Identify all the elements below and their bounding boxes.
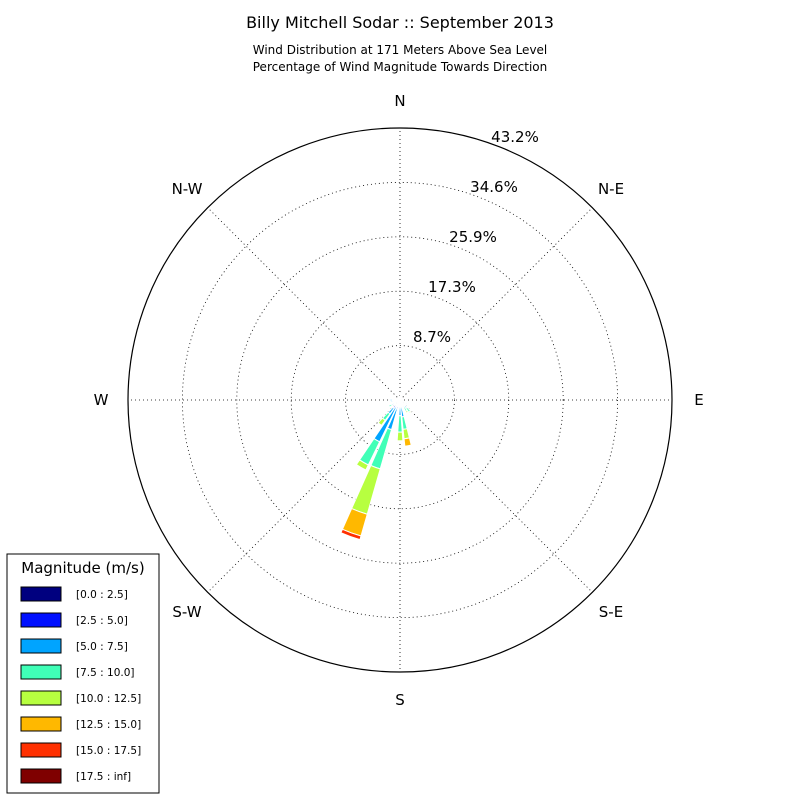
windrose-bar-segment — [401, 415, 408, 430]
radial-tick-labels: 8.7% 17.3% 25.9% 34.6% 43.2% — [413, 128, 539, 346]
windrose-bar-segment — [399, 396, 402, 400]
grid-ring — [181, 181, 619, 619]
grid-spoke — [207, 399, 401, 593]
radial-tick-label: 34.6% — [470, 178, 518, 196]
radial-tick-label: 17.3% — [428, 278, 476, 296]
windrose-bar-segment — [402, 428, 411, 440]
windrose-bar-segment — [399, 391, 403, 397]
grid-spoke — [399, 207, 593, 401]
legend-swatch — [20, 768, 62, 784]
windrose-bar-segment — [391, 398, 399, 402]
direction-label: N-E — [598, 180, 624, 198]
legend-label: [12.5 : 15.0] — [76, 719, 141, 731]
chart-subtitle-line-2: Percentage of Wind Magnitude Towards Dir… — [253, 60, 547, 74]
legend: Magnitude (m/s) [0.0 : 2.5] [2.5 : 5.0] [5… — [6, 553, 160, 794]
radial-tick-label: 25.9% — [449, 228, 497, 246]
legend-label: [17.5 : inf] — [76, 771, 131, 783]
windrose-bar-segment — [403, 437, 412, 447]
windrose-bar-segment — [408, 410, 413, 414]
grid-spoke — [399, 399, 593, 593]
windrose-bar-segment — [388, 403, 393, 408]
direction-label: E — [694, 391, 703, 409]
radial-tick-label: 43.2% — [491, 128, 539, 146]
windrose-bar-segment — [397, 415, 403, 433]
legend-label: [15.0 : 17.5] — [76, 745, 141, 757]
direction-label: W — [94, 391, 109, 409]
windrose-bar-segment — [398, 396, 401, 400]
windrose-bar-segment — [403, 401, 409, 406]
grid-ring — [345, 345, 455, 455]
legend-items: [0.0 : 2.5] [2.5 : 5.0] [5.0 : 7.5] [7.5 : … — [20, 586, 141, 784]
legend-label: [7.5 : 10.0] — [76, 667, 134, 679]
windrose-bar-segment — [389, 398, 394, 402]
direction-labels: N N-E E S-E S S-W W N-W — [94, 92, 704, 709]
windrose-bars — [340, 391, 413, 541]
polar-frame — [127, 127, 673, 673]
grid-ring — [236, 236, 564, 564]
windrose-bar-segment — [398, 404, 402, 417]
legend-title: Magnitude (m/s) — [21, 559, 144, 577]
polar-grid — [128, 128, 672, 672]
radial-tick-label: 8.7% — [413, 328, 451, 346]
legend-swatch — [20, 612, 62, 628]
legend-swatch — [20, 586, 62, 602]
legend-swatch — [20, 664, 62, 680]
windrose-bar-segment — [355, 463, 367, 472]
windrose-bar-segment — [350, 464, 381, 515]
legend-swatch — [20, 638, 62, 654]
legend-swatch — [20, 742, 62, 758]
direction-label: S — [395, 691, 405, 709]
chart-title: Billy Mitchell Sodar :: September 2013 — [246, 13, 554, 32]
direction-label: S-E — [599, 603, 623, 621]
legend-label: [5.0 : 7.5] — [76, 641, 128, 653]
direction-label: N-W — [172, 180, 203, 198]
grid-spoke — [207, 207, 401, 401]
direction-label: S-W — [172, 603, 201, 621]
windrose-bar-segment — [340, 528, 362, 541]
legend-swatch — [20, 716, 62, 732]
legend-swatch — [20, 690, 62, 706]
legend-label: [10.0 : 12.5] — [76, 693, 141, 705]
direction-label: N — [394, 92, 405, 110]
windrose-bar-segment — [396, 431, 404, 442]
windrose-bar-segment — [377, 417, 386, 427]
windrose-bar-segment — [404, 409, 409, 414]
windrose-bar-segment — [396, 440, 404, 443]
windrose-bar-segment — [396, 398, 400, 401]
legend-label: [0.0 : 2.5] — [76, 589, 128, 601]
chart-subtitle-line-1: Wind Distribution at 171 Meters Above Se… — [253, 43, 548, 57]
legend-label: [2.5 : 5.0] — [76, 615, 128, 627]
